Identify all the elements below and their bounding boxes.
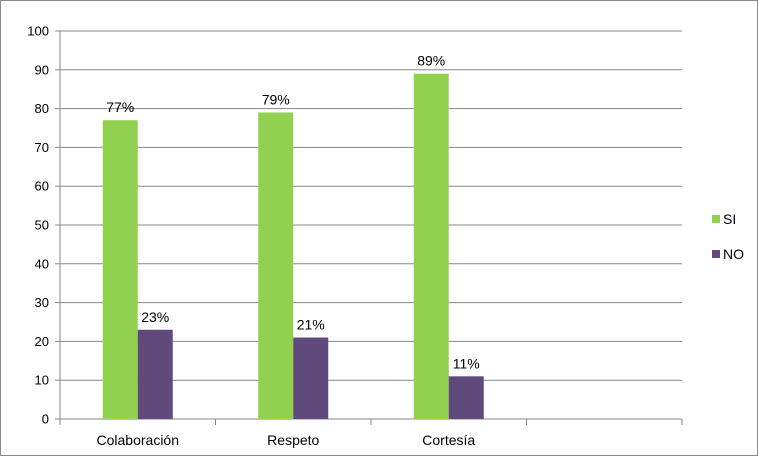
legend-swatch-si: [712, 215, 720, 223]
legend: SI NO: [712, 211, 744, 262]
y-tick-label-70: 70: [35, 140, 49, 155]
data-labels: 77% 23% 79% 21% 89% 11%: [106, 53, 480, 372]
data-label-si-1: 79%: [262, 91, 290, 107]
bar-si-2: [413, 73, 449, 420]
y-tick-label-30: 30: [35, 295, 49, 310]
category-labels: Colaboración Respeto Cortesía: [97, 432, 476, 448]
y-tick-label-80: 80: [35, 101, 49, 116]
bars: [102, 73, 484, 420]
y-tick-label-50: 50: [35, 218, 49, 233]
y-tick-label-90: 90: [35, 62, 49, 77]
y-tick-label-40: 40: [35, 256, 49, 271]
y-tick-label-60: 60: [35, 179, 49, 194]
data-label-si-0: 77%: [106, 99, 134, 115]
category-label-2: Cortesía: [422, 432, 475, 448]
data-label-no-1: 21%: [297, 317, 325, 333]
data-label-si-2: 89%: [417, 53, 445, 69]
legend-label-si: SI: [723, 211, 736, 227]
bar-no-0: [137, 329, 173, 419]
y-tick-label-0: 0: [42, 412, 49, 427]
legend-label-no: NO: [723, 246, 744, 262]
data-label-no-0: 23%: [141, 309, 169, 325]
y-tick-label-10: 10: [35, 373, 49, 388]
bar-no-2: [448, 376, 484, 419]
data-label-no-2: 11%: [453, 355, 480, 371]
category-label-1: Respeto: [267, 432, 319, 448]
gridlines: [60, 30, 682, 381]
y-axis-ticks: 0 10 20 30 40 50 60 70 80 90 100: [27, 24, 60, 427]
y-tick-label-100: 100: [27, 24, 49, 39]
bar-si-0: [102, 120, 138, 420]
y-tick-label-20: 20: [35, 334, 49, 349]
category-label-0: Colaboración: [97, 432, 180, 448]
bar-si-1: [258, 112, 294, 419]
legend-swatch-no: [712, 250, 720, 258]
bar-no-1: [293, 337, 329, 419]
